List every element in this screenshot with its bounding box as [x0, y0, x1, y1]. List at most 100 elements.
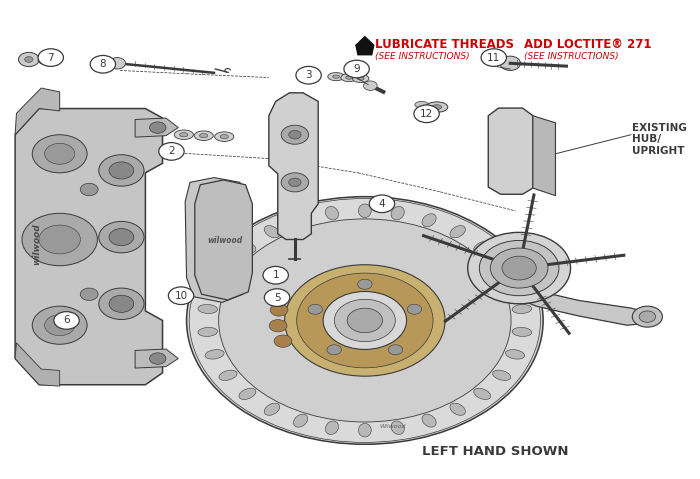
Circle shape: [45, 315, 75, 336]
Circle shape: [370, 195, 395, 213]
Circle shape: [363, 81, 377, 91]
Circle shape: [358, 279, 372, 289]
Text: 5: 5: [274, 293, 281, 303]
Circle shape: [308, 304, 323, 314]
Circle shape: [109, 162, 134, 179]
Circle shape: [109, 295, 134, 312]
Circle shape: [159, 143, 184, 160]
Circle shape: [639, 311, 656, 322]
Circle shape: [502, 256, 536, 280]
Circle shape: [407, 304, 421, 314]
Ellipse shape: [326, 206, 339, 220]
Circle shape: [150, 122, 166, 133]
Circle shape: [32, 135, 87, 173]
Polygon shape: [15, 88, 60, 135]
Text: LEFT HAND SHOWN: LEFT HAND SHOWN: [422, 445, 568, 458]
Circle shape: [263, 266, 288, 284]
Ellipse shape: [346, 76, 353, 79]
Ellipse shape: [198, 305, 218, 313]
Circle shape: [25, 57, 33, 62]
Ellipse shape: [474, 241, 491, 253]
Circle shape: [335, 299, 395, 342]
Ellipse shape: [415, 102, 428, 108]
Circle shape: [218, 219, 511, 422]
Polygon shape: [135, 349, 178, 368]
Polygon shape: [356, 36, 374, 55]
Ellipse shape: [474, 388, 491, 399]
Circle shape: [109, 57, 125, 69]
Polygon shape: [489, 108, 533, 194]
Circle shape: [327, 345, 342, 355]
Ellipse shape: [215, 132, 234, 141]
Ellipse shape: [493, 261, 511, 271]
Circle shape: [500, 56, 521, 70]
Circle shape: [109, 228, 134, 246]
Circle shape: [344, 60, 370, 78]
Circle shape: [274, 335, 292, 347]
Text: 1: 1: [272, 270, 279, 280]
Circle shape: [281, 173, 309, 192]
Text: (SEE INSTRUCTIONS): (SEE INSTRUCTIONS): [524, 52, 619, 61]
Circle shape: [189, 198, 540, 443]
Circle shape: [285, 265, 445, 376]
Ellipse shape: [426, 102, 448, 113]
Ellipse shape: [432, 105, 442, 110]
Circle shape: [99, 155, 144, 186]
Ellipse shape: [326, 421, 339, 434]
Ellipse shape: [505, 350, 524, 359]
Circle shape: [80, 288, 98, 300]
Ellipse shape: [293, 414, 308, 427]
Text: LUBRICATE THREADS: LUBRICATE THREADS: [375, 38, 514, 51]
Text: Wilwood: Wilwood: [379, 424, 405, 430]
Circle shape: [480, 240, 559, 296]
Text: 9: 9: [354, 64, 360, 74]
Ellipse shape: [512, 305, 532, 313]
Ellipse shape: [357, 77, 364, 80]
Ellipse shape: [219, 370, 237, 380]
Circle shape: [39, 225, 80, 254]
Text: 8: 8: [99, 59, 106, 69]
Circle shape: [468, 232, 570, 304]
Circle shape: [297, 273, 433, 368]
Ellipse shape: [205, 350, 224, 359]
Polygon shape: [186, 178, 247, 302]
Circle shape: [389, 345, 402, 355]
Text: 3: 3: [305, 70, 312, 80]
Text: (SEE INSTRUCTIONS): (SEE INSTRUCTIONS): [375, 52, 470, 61]
Circle shape: [323, 292, 407, 350]
Ellipse shape: [219, 261, 237, 271]
Polygon shape: [15, 109, 162, 385]
Ellipse shape: [198, 328, 218, 336]
Ellipse shape: [422, 214, 436, 227]
Ellipse shape: [358, 423, 371, 437]
Circle shape: [281, 125, 309, 144]
Circle shape: [270, 319, 287, 332]
Ellipse shape: [450, 226, 466, 238]
Ellipse shape: [264, 226, 280, 238]
Circle shape: [80, 183, 98, 196]
Ellipse shape: [391, 206, 405, 220]
Ellipse shape: [391, 421, 405, 434]
Circle shape: [150, 353, 166, 364]
Ellipse shape: [493, 370, 511, 380]
Ellipse shape: [194, 131, 214, 140]
Ellipse shape: [239, 388, 256, 399]
Ellipse shape: [512, 328, 532, 336]
Text: 10: 10: [174, 291, 188, 301]
Circle shape: [99, 288, 144, 319]
Polygon shape: [269, 93, 318, 240]
Circle shape: [414, 105, 439, 123]
Ellipse shape: [353, 75, 369, 82]
Ellipse shape: [264, 403, 280, 415]
Ellipse shape: [332, 75, 340, 78]
Polygon shape: [195, 180, 253, 300]
Circle shape: [270, 304, 288, 316]
Circle shape: [632, 306, 662, 327]
Circle shape: [22, 213, 97, 266]
Circle shape: [296, 67, 321, 84]
Circle shape: [265, 289, 290, 307]
Text: 6: 6: [63, 316, 70, 325]
Text: wilwood: wilwood: [207, 236, 243, 245]
Ellipse shape: [422, 414, 436, 427]
Ellipse shape: [450, 403, 466, 415]
